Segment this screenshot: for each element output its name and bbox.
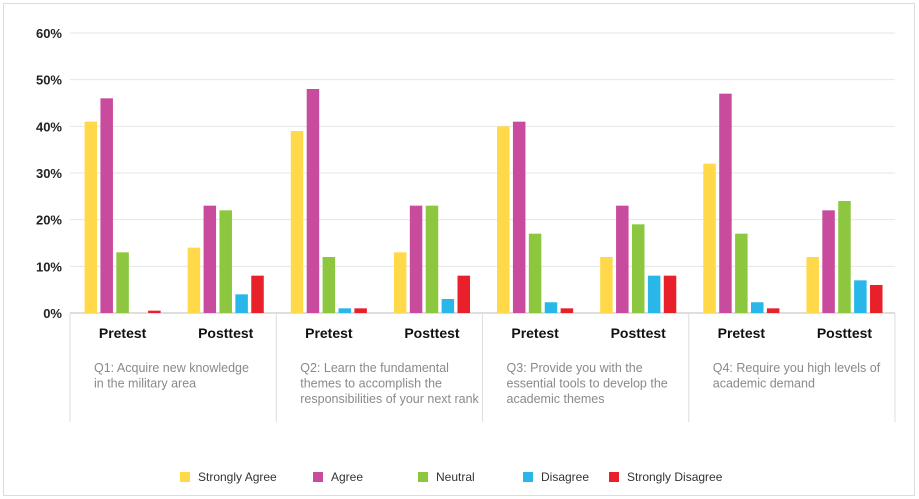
category-label: Pretest xyxy=(305,325,353,341)
bar xyxy=(251,275,264,313)
bar xyxy=(600,257,613,313)
question-label: in the military area xyxy=(94,377,196,391)
bar xyxy=(750,302,764,313)
bar xyxy=(735,233,748,313)
bar xyxy=(647,275,661,313)
y-tick-label: 40% xyxy=(36,119,62,134)
legend-label: Neutral xyxy=(436,470,475,484)
legend-label: Strongly Disagree xyxy=(627,470,723,484)
bar xyxy=(806,257,819,313)
legend-label: Disagree xyxy=(541,470,589,484)
bar xyxy=(838,201,851,313)
bar xyxy=(544,302,558,313)
bar xyxy=(441,299,455,313)
legend-swatch xyxy=(418,472,428,482)
bar xyxy=(290,131,304,313)
question-label: Q3: Provide you with the xyxy=(507,361,643,375)
category-label: Posttest xyxy=(817,325,873,341)
category-label: Pretest xyxy=(718,325,766,341)
y-tick-label: 30% xyxy=(36,166,62,181)
bar xyxy=(528,233,542,313)
y-tick-label: 50% xyxy=(36,73,62,88)
bar xyxy=(100,98,113,313)
bar xyxy=(870,285,883,313)
bar xyxy=(203,205,217,313)
bar xyxy=(616,205,629,313)
bar xyxy=(116,252,129,313)
question-label: Q2: Learn the fundamental xyxy=(300,361,449,375)
bar xyxy=(854,280,867,313)
bar xyxy=(631,224,645,313)
question-label: essential tools to develop the xyxy=(507,377,668,391)
y-tick-label: 60% xyxy=(36,26,62,41)
bar xyxy=(338,308,351,313)
category-label: Pretest xyxy=(99,325,147,341)
bar xyxy=(322,257,336,313)
bar xyxy=(148,310,161,313)
bar xyxy=(84,121,98,314)
bar xyxy=(187,247,201,313)
legend-swatch xyxy=(609,472,619,482)
legend-swatch xyxy=(313,472,323,482)
bar xyxy=(425,205,439,313)
bar xyxy=(393,252,407,313)
question-label: academic demand xyxy=(713,377,815,391)
category-label: Posttest xyxy=(404,325,460,341)
y-tick-label: 10% xyxy=(36,259,62,274)
question-label: themes to accomplish the xyxy=(300,377,442,391)
category-label: Posttest xyxy=(198,325,254,341)
bar xyxy=(719,93,732,314)
question-label: Q4: Require you high levels of xyxy=(713,361,881,375)
legend-label: Strongly Agree xyxy=(198,470,277,484)
question-label: Q1: Acquire new knowledge xyxy=(94,361,249,375)
bar xyxy=(306,89,320,313)
question-label: responsibilities of your next rank xyxy=(300,392,479,406)
bar xyxy=(235,294,248,313)
category-label: Posttest xyxy=(611,325,667,341)
bar xyxy=(497,126,510,313)
legend-label: Agree xyxy=(331,470,363,484)
y-tick-label: 20% xyxy=(36,213,62,228)
category-label: Pretest xyxy=(511,325,559,341)
bar xyxy=(822,210,835,313)
bar xyxy=(409,205,423,313)
legend-swatch xyxy=(180,472,190,482)
bar xyxy=(560,308,574,313)
bar xyxy=(457,275,471,313)
bar xyxy=(703,163,716,313)
bar xyxy=(512,121,526,314)
y-tick-label: 0% xyxy=(43,306,62,321)
bar xyxy=(354,308,367,313)
chart-frame xyxy=(3,3,915,496)
bar xyxy=(219,210,232,313)
bar xyxy=(663,275,677,313)
legend-swatch xyxy=(523,472,533,482)
bar xyxy=(766,308,780,313)
question-label: academic themes xyxy=(507,392,605,406)
